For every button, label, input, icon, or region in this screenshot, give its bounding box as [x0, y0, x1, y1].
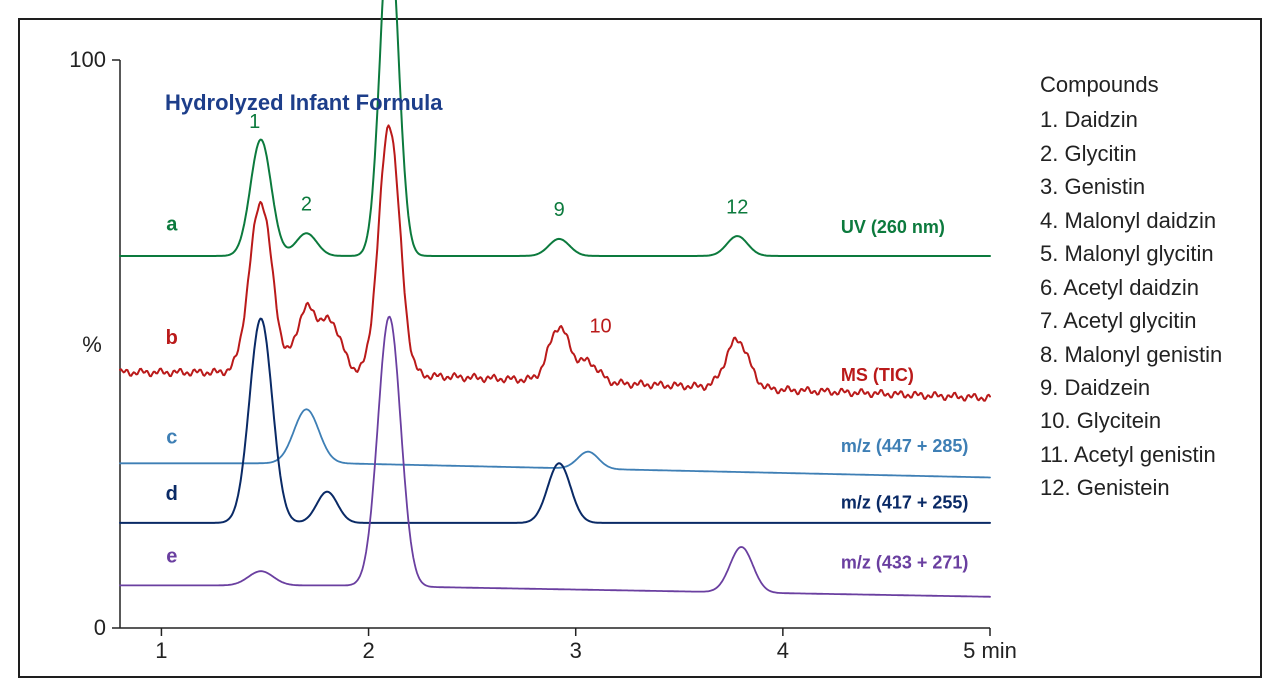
svg-text:5 min: 5 min — [963, 638, 1017, 663]
trace-letter-b: b — [166, 327, 178, 349]
compound-legend-item: 5. Malonyl glycitin — [1040, 237, 1222, 270]
compound-legend-item: 8. Malonyl genistin — [1040, 338, 1222, 371]
trace-letter-d: d — [166, 483, 178, 505]
compound-legend-item: 7. Acetyl glycitin — [1040, 304, 1222, 337]
trace-letter-e: e — [166, 546, 177, 568]
peak-label: 2 — [301, 194, 312, 216]
compound-legend-title: Compounds — [1040, 68, 1222, 101]
svg-text:3: 3 — [570, 638, 582, 663]
trace-b — [120, 125, 990, 400]
trace-letter-c: c — [166, 426, 177, 448]
compound-legend-item: 2. Glycitin — [1040, 137, 1222, 170]
peak-label: 12 — [726, 196, 748, 218]
compound-legend-item: 12. Genistein — [1040, 471, 1222, 504]
svg-text:4: 4 — [777, 638, 789, 663]
trace-letter-a: a — [166, 213, 178, 235]
compound-legend-item: 9. Daidzein — [1040, 371, 1222, 404]
figure-frame: 12345 min0100%abcdeUV (260 nm)MS (TIC)m/… — [18, 18, 1262, 678]
compound-legend: Compounds 1. Daidzin2. Glycitin3. Genist… — [1040, 68, 1222, 505]
compound-legend-items: 1. Daidzin2. Glycitin3. Genistin4. Malon… — [1040, 103, 1222, 504]
svg-text:100: 100 — [69, 47, 106, 72]
svg-text:0: 0 — [94, 615, 106, 640]
svg-text:1: 1 — [155, 638, 167, 663]
compound-legend-item: 6. Acetyl daidzin — [1040, 271, 1222, 304]
chart-title: Hydrolyzed Infant Formula — [165, 90, 442, 116]
series-label-d: m/z (417 + 255) — [841, 493, 969, 513]
compound-legend-item: 11. Acetyl genistin — [1040, 438, 1222, 471]
compound-legend-item: 4. Malonyl daidzin — [1040, 204, 1222, 237]
peak-label: 9 — [554, 199, 565, 221]
svg-text:%: % — [82, 332, 102, 357]
series-label-e: m/z (433 + 271) — [841, 552, 969, 572]
series-label-c: m/z (447 + 285) — [841, 436, 969, 456]
compound-legend-item: 10. Glycitein — [1040, 404, 1222, 437]
chromatogram-plot: 12345 min0100%abcdeUV (260 nm)MS (TIC)m/… — [120, 60, 990, 628]
svg-text:2: 2 — [362, 638, 374, 663]
compound-legend-item: 1. Daidzin — [1040, 103, 1222, 136]
series-label-b: MS (TIC) — [841, 365, 914, 385]
series-label-a: UV (260 nm) — [841, 217, 945, 237]
compound-legend-item: 3. Genistin — [1040, 170, 1222, 203]
peak-label: 10 — [589, 316, 611, 338]
